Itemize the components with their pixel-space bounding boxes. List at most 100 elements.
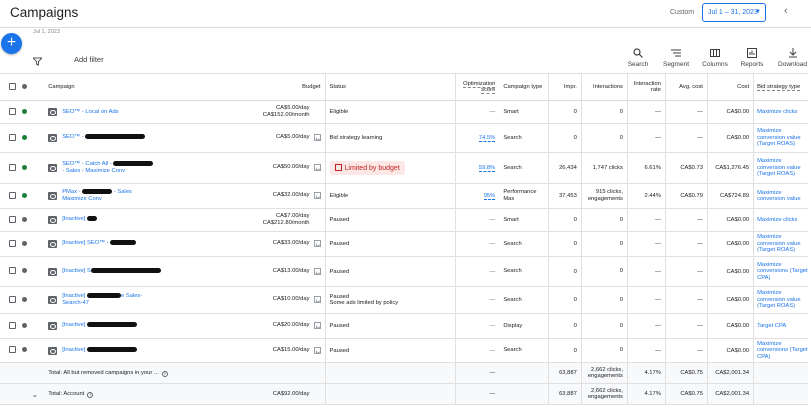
col-interactions[interactable]: Interactions <box>580 73 628 101</box>
row-checkbox[interactable] <box>0 152 22 184</box>
reports-tool-button[interactable]: Reports <box>735 48 769 68</box>
table-row[interactable]: SEO™ - Local on Ads CA$5.00/day CA$152.00… <box>0 100 808 124</box>
opt-score-cell[interactable]: — <box>454 256 500 287</box>
filter-icon[interactable] <box>31 53 44 71</box>
bid-strategy-cell[interactable]: Maximize conversion value <box>753 183 808 209</box>
opt-score-cell[interactable]: 74.5% <box>454 123 500 153</box>
bid-strategy-cell[interactable]: Maximize conversion value (Target ROAS) <box>753 286 808 314</box>
row-checkbox[interactable] <box>0 231 22 257</box>
campaign-name-link[interactable]: SEO™ - Catch All - - Sales - Maximize Co… <box>62 160 154 175</box>
campaign-cell[interactable]: [Inactive] SEO™ - <box>48 231 213 257</box>
row-checkbox[interactable] <box>0 256 22 287</box>
budget-chart-icon[interactable] <box>313 322 321 330</box>
col-status[interactable]: Status <box>324 73 456 101</box>
budget-cell[interactable]: CA$5.00/day CA$152.00/month <box>212 100 326 124</box>
col-campaign-type[interactable]: Campaign type <box>499 73 549 101</box>
campaign-name-link[interactable]: PMax - - Sales Maximize Conv <box>62 188 132 203</box>
campaign-cell[interactable]: PMax - - Sales Maximize Conv <box>48 183 213 209</box>
campaign-cell[interactable]: [Inactive] <box>48 208 213 232</box>
row-checkbox[interactable] <box>0 208 22 232</box>
table-row[interactable]: [Inactive] S CA$13.00/day Paused — Searc… <box>0 256 808 287</box>
bid-strategy-cell[interactable]: Maximize clicks <box>753 208 808 232</box>
budget-cell[interactable]: CA$5.00/day <box>212 123 326 153</box>
col-impr[interactable]: Impr. <box>548 73 582 101</box>
budget-cell[interactable]: CA$32.00/day <box>212 183 326 209</box>
budget-cell[interactable]: CA$20.00/day <box>212 313 326 339</box>
col-interaction-rate[interactable]: Interaction rate <box>626 73 666 101</box>
budget-chart-icon[interactable] <box>313 134 321 142</box>
opt-score-cell[interactable]: — <box>454 231 500 257</box>
budget-cell[interactable]: CA$15.00/day <box>212 338 326 363</box>
row-checkbox[interactable] <box>0 338 22 363</box>
campaign-name-link[interactable]: [Inactive] <box>62 346 137 354</box>
campaign-cell[interactable]: [Inactive] <box>48 313 213 339</box>
campaign-cell[interactable]: [Inactive] S <box>48 256 213 287</box>
col-avg-cost[interactable]: Avg. cost <box>664 73 708 101</box>
chevron-left-icon[interactable]: ‹ <box>784 5 788 17</box>
info-icon[interactable]: ? <box>161 370 168 377</box>
opt-score-cell[interactable]: — <box>454 208 500 232</box>
bid-strategy-cell[interactable]: Maximize conversions (Target CPA) <box>753 256 808 287</box>
add-filter-button[interactable]: Add filter <box>74 55 104 64</box>
row-checkbox[interactable] <box>0 183 22 209</box>
campaign-name-link[interactable]: [Inactive] e Sales- Search-47 <box>62 292 143 307</box>
row-checkbox[interactable] <box>0 100 22 124</box>
col-budget[interactable]: Budget <box>212 73 326 101</box>
budget-cell[interactable]: CA$13.00/day <box>212 256 326 287</box>
budget-chart-icon[interactable] <box>313 267 321 275</box>
campaign-cell[interactable]: [Inactive] <box>48 338 213 363</box>
opt-score-cell[interactable]: — <box>454 100 500 124</box>
campaign-name-link[interactable]: [Inactive] <box>62 216 97 223</box>
table-row[interactable]: [Inactive] e Sales- Search-47 CA$10.00/da… <box>0 286 808 314</box>
opt-score-cell[interactable]: — <box>454 313 500 339</box>
download-tool-button[interactable]: Download <box>774 48 811 68</box>
budget-cell[interactable]: CA$10.00/day <box>212 286 326 314</box>
col-bid-strategy[interactable]: Bid strategy type <box>753 73 808 101</box>
campaign-cell[interactable]: SEO™ - Catch All - - Sales - Maximize Co… <box>48 152 213 184</box>
col-opt-score[interactable]: Optimization score <box>454 73 500 101</box>
budget-chart-icon[interactable] <box>313 192 321 200</box>
columns-tool-button[interactable]: Columns <box>698 48 732 68</box>
date-range-picker[interactable]: Jul 1 – 31, 2023 ▼ <box>702 3 766 22</box>
campaign-name-link[interactable]: SEO™ - Local on Ads <box>62 108 119 115</box>
campaign-name-link[interactable]: SEO™ - <box>62 134 146 141</box>
row-checkbox[interactable] <box>0 313 22 339</box>
budget-cell[interactable]: CA$33.00/day <box>212 231 326 257</box>
campaign-name-link[interactable]: [Inactive] S <box>62 267 161 275</box>
budget-cell[interactable]: CA$50.00/day <box>212 152 326 184</box>
search-tool-button[interactable]: Search <box>621 48 655 68</box>
limited-by-budget-badge[interactable]: Limited by budget <box>329 161 405 175</box>
total-expand[interactable]: ⌄ <box>21 383 49 405</box>
row-checkbox[interactable] <box>0 286 22 314</box>
bid-strategy-cell[interactable]: Maximize clicks <box>753 100 808 124</box>
budget-chart-icon[interactable] <box>313 240 321 248</box>
bid-strategy-cell[interactable]: Maximize conversion value (Target ROAS) <box>753 152 808 184</box>
opt-score-cell[interactable]: 59.8% <box>454 152 500 184</box>
bid-strategy-cell[interactable]: Maximize conversions (Target CPA) <box>753 338 808 363</box>
opt-score-cell[interactable]: — <box>454 286 500 314</box>
new-campaign-button[interactable]: + <box>1 33 22 54</box>
campaign-cell[interactable]: SEO™ - <box>48 123 213 153</box>
col-cost[interactable]: Cost <box>706 73 754 101</box>
campaign-cell[interactable]: SEO™ - Local on Ads <box>48 100 213 124</box>
table-row[interactable]: [Inactive] SEO™ - CA$33.00/day Paused — … <box>0 231 808 257</box>
bid-strategy-cell[interactable]: Maximize conversion value (Target ROAS) <box>753 123 808 153</box>
row-checkbox[interactable] <box>0 123 22 153</box>
table-row[interactable]: [Inactive] CA$20.00/day Paused — Display… <box>0 313 808 339</box>
select-all-checkbox[interactable] <box>0 73 22 101</box>
opt-score-cell[interactable]: — <box>454 338 500 363</box>
budget-chart-icon[interactable] <box>313 346 321 354</box>
budget-cell[interactable]: CA$7.00/day CA$212.80/month <box>212 208 326 232</box>
table-row[interactable]: SEO™ - Catch All - - Sales - Maximize Co… <box>0 152 808 184</box>
opt-score-cell[interactable]: 95% <box>454 183 500 209</box>
budget-chart-icon[interactable] <box>313 296 321 304</box>
table-row[interactable]: [Inactive] CA$7.00/day CA$212.80/month Pa… <box>0 208 808 232</box>
campaign-name-link[interactable]: [Inactive] <box>62 322 137 329</box>
table-row[interactable]: [Inactive] CA$15.00/day Paused — Search … <box>0 338 808 363</box>
table-row[interactable]: SEO™ - CA$5.00/day Bid strategy learning… <box>0 123 808 153</box>
table-row[interactable]: PMax - - Sales Maximize Conv CA$32.00/day… <box>0 183 808 209</box>
info-icon[interactable]: ? <box>87 391 94 398</box>
campaign-cell[interactable]: [Inactive] e Sales- Search-47 <box>48 286 213 314</box>
bid-strategy-cell[interactable]: Maximize conversion value (Target ROAS) <box>753 231 808 257</box>
bid-strategy-cell[interactable]: Target CPA <box>753 313 808 339</box>
